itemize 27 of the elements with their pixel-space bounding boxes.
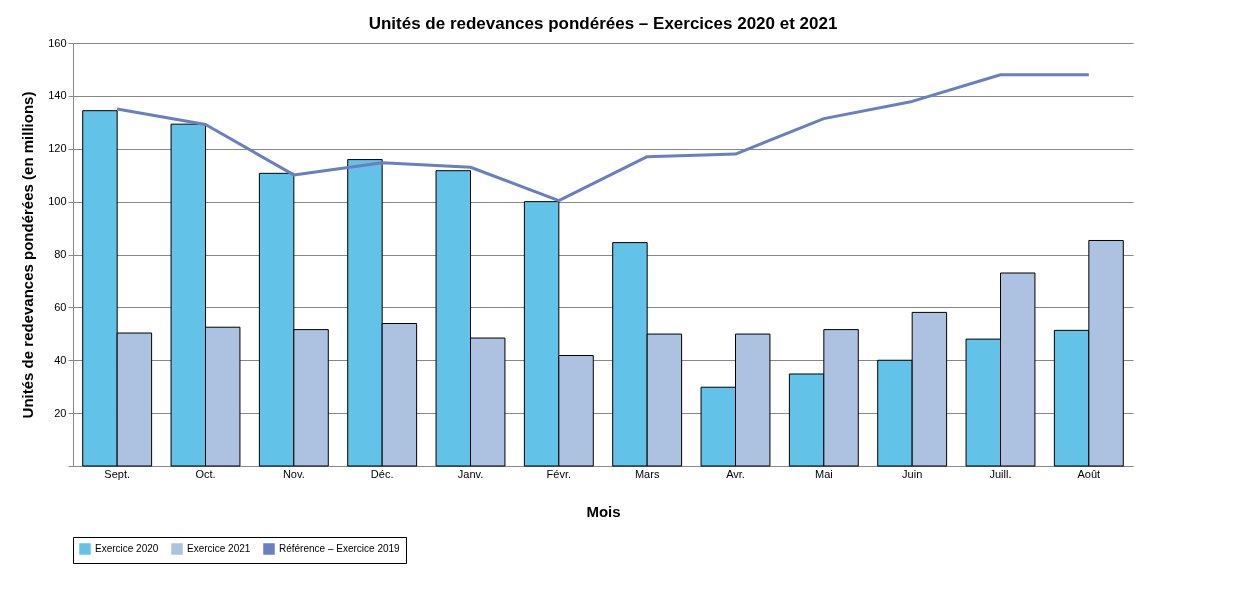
y-tick-label: 20 xyxy=(54,406,67,419)
y-tick-label: 80 xyxy=(54,248,67,260)
x-tick-label: Nov. xyxy=(282,467,305,480)
x-tick-label: Juin xyxy=(902,467,923,480)
y-tick-label: 60 xyxy=(54,300,67,313)
legend-label: Exercice 2020 xyxy=(95,543,159,554)
y-tick-label: 100 xyxy=(48,195,67,208)
x-axis-title: Mois xyxy=(586,502,621,520)
x-tick-label: Juill. xyxy=(989,467,1012,480)
y-tick-label: 120 xyxy=(48,142,67,155)
legend-label: Référence – Exercice 2019 xyxy=(279,543,401,554)
y-tick-label: 40 xyxy=(54,353,67,366)
x-tick-label: Avr. xyxy=(726,467,745,480)
x-tick-label: Mars xyxy=(634,467,660,480)
x-tick-label: Janv. xyxy=(457,467,484,480)
x-tick-label: Mai xyxy=(814,467,833,480)
y-axis-title: Unités de redevances pondérées (en millions) xyxy=(19,91,37,419)
line-series xyxy=(115,73,1091,203)
x-tick-label: Sept. xyxy=(104,467,131,480)
x-tick-label: Déc. xyxy=(370,467,394,480)
legend-label: Exercice 2021 xyxy=(187,543,251,554)
y-tick-label: 140 xyxy=(48,89,67,102)
x-tick-label: Oct. xyxy=(195,467,216,480)
x-tick-label: Févr. xyxy=(546,467,572,480)
x-tick-label: Août xyxy=(1077,467,1101,480)
y-tick-label: 160 xyxy=(48,36,67,49)
chart-title: Unités de redevances pondérées – Exercices 2020 et 2021 xyxy=(368,14,838,33)
